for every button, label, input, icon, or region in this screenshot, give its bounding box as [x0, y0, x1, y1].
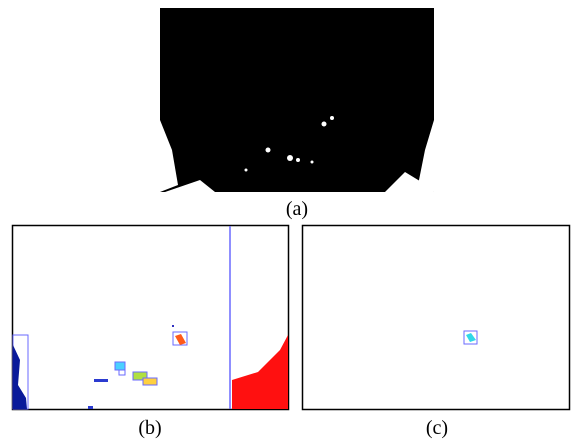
panel-b-image: [13, 226, 289, 410]
page: (a) (b) (c) (() => { const data = JSON.p…: [0, 0, 580, 441]
panel-label: (a): [286, 198, 308, 220]
figure: (a) (b) (c): [0, 0, 580, 441]
panel-label: (c): [426, 417, 448, 439]
panel-label: (b): [138, 417, 161, 439]
panel-c-image: [303, 226, 570, 410]
panel-a-image: [160, 8, 434, 192]
